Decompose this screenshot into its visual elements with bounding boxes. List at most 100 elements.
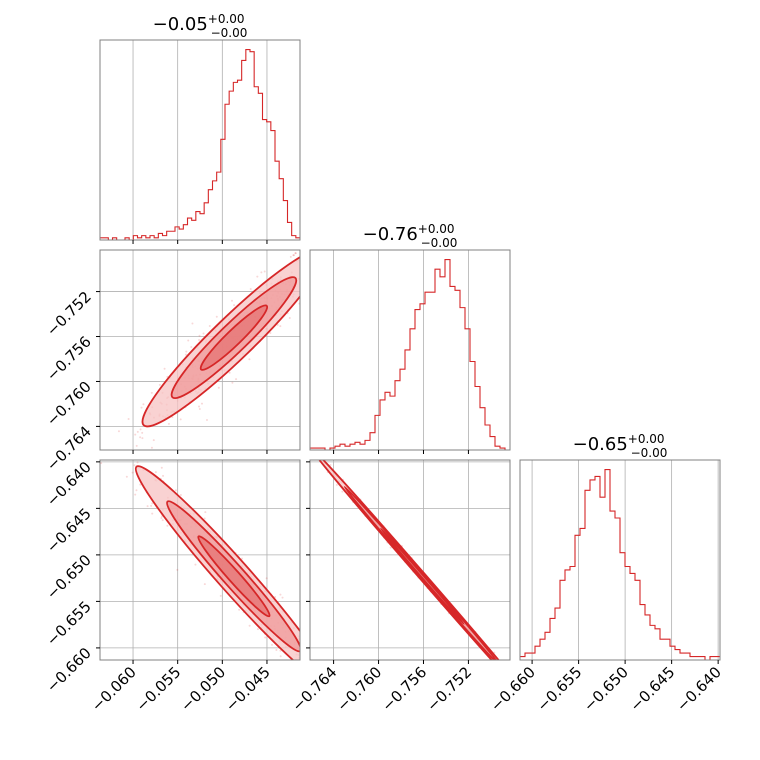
histogram-step-0 (100, 48, 300, 241)
sample-point (204, 511, 207, 514)
sample-point (304, 669, 306, 671)
sample-point (300, 439, 302, 441)
sample-point (264, 636, 267, 639)
density-contour-3 (199, 304, 269, 371)
sample-point (302, 271, 304, 273)
x-tick-label-param-2: −0.645 (626, 663, 678, 715)
sample-point (506, 677, 508, 679)
sample-point (281, 596, 284, 599)
sample-point (160, 466, 163, 469)
sample-point (116, 442, 118, 444)
sample-point (248, 624, 251, 627)
axes-frame-1-1 (309, 249, 511, 451)
sample-point (306, 669, 308, 671)
sample-point (355, 706, 357, 708)
title-param-1-value: −0.76 (363, 224, 418, 245)
sample-point (150, 504, 153, 507)
sample-point (256, 275, 259, 278)
sample-point (198, 407, 201, 410)
title-param-2-lower: −0.00 (631, 446, 668, 460)
sample-point (135, 489, 138, 492)
sample-point (556, 733, 558, 735)
sample-point (311, 668, 313, 670)
sample-point (150, 446, 153, 449)
sample-point (203, 517, 206, 520)
sample-point (524, 694, 526, 696)
sample-point (318, 225, 320, 227)
sample-point (303, 436, 305, 438)
x-tick-label-param-1: −0.756 (378, 663, 430, 715)
sample-point (296, 672, 298, 674)
sample-point (301, 247, 303, 249)
title-param-2-upper: +0.00 (628, 432, 665, 446)
sample-point (323, 271, 325, 273)
sample-point (95, 466, 97, 468)
sample-point (233, 304, 236, 307)
sample-point (127, 456, 129, 458)
sample-point (524, 696, 526, 698)
sample-point (294, 252, 297, 255)
sample-point (151, 512, 154, 515)
sample-point (366, 213, 368, 215)
sample-point (100, 462, 103, 465)
title-param-0-value: −0.05 (153, 14, 208, 35)
sample-point (356, 708, 358, 710)
x-tick-label-param-0: −0.050 (177, 663, 229, 715)
sample-point (389, 546, 392, 549)
sample-point (289, 255, 292, 258)
sample-point (125, 475, 128, 478)
sample-point (263, 270, 266, 273)
axes-frame-2-1 (309, 459, 511, 661)
sample-point (561, 736, 563, 738)
y-tick-label-param-1: −0.752 (43, 288, 95, 340)
sample-point (305, 250, 307, 252)
sample-point (496, 661, 498, 663)
axes-frame-2-0 (99, 459, 301, 661)
sample-point (303, 664, 305, 666)
density-contour-3 (197, 535, 271, 618)
sample-point (321, 663, 323, 665)
sample-point (319, 652, 321, 654)
sample-point (538, 713, 540, 715)
x-tick-label-param-1: −0.752 (423, 663, 475, 715)
sample-point (140, 406, 143, 409)
sample-point (321, 278, 323, 280)
sample-point (318, 454, 320, 456)
x-tick-label-param-2: −0.660 (487, 663, 539, 715)
sample-point (548, 723, 550, 725)
sample-point (314, 655, 316, 657)
sample-point (235, 378, 238, 381)
x-tick-label-param-2: −0.640 (673, 663, 725, 715)
sample-point (136, 461, 139, 464)
title-param-1-upper: +0.00 (418, 222, 455, 236)
sample-point (318, 454, 320, 456)
sample-point (139, 483, 142, 486)
sample-point (340, 690, 342, 692)
sample-point (286, 423, 288, 425)
sample-point (337, 246, 339, 248)
sample-point (190, 345, 193, 348)
sample-point (527, 698, 529, 700)
sample-point (279, 593, 282, 596)
sample-point (341, 490, 344, 493)
sample-point (185, 350, 188, 353)
sample-point (150, 391, 153, 394)
sample-point (198, 334, 201, 337)
sample-point (203, 583, 206, 586)
sample-point (343, 723, 345, 725)
title-param-2: −0.65+0.00 −0.00 (573, 432, 668, 460)
sample-point (294, 252, 297, 255)
sample-point (174, 489, 177, 492)
title-param-0-lower: −0.00 (211, 26, 248, 40)
y-tick-label-param-2: −0.660 (43, 644, 95, 696)
sample-point (355, 711, 357, 713)
sample-point (323, 253, 325, 255)
sample-point (507, 675, 509, 677)
sample-point (303, 651, 305, 653)
sample-point (341, 238, 343, 240)
histogram-step-1 (310, 258, 510, 451)
sample-point (279, 325, 282, 328)
panel-2-2 (519, 459, 721, 661)
sample-point (302, 256, 304, 258)
